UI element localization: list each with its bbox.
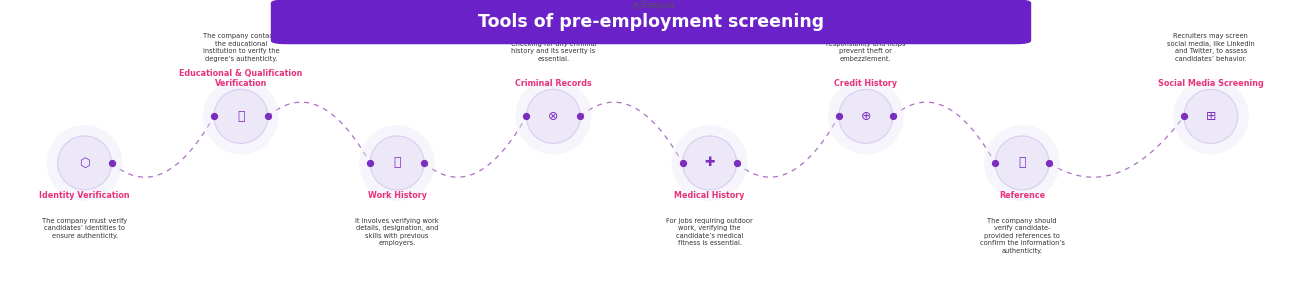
Ellipse shape: [526, 89, 581, 143]
Text: Reference: Reference: [999, 191, 1046, 200]
Point: [828, 114, 849, 119]
Text: Medical History: Medical History: [674, 191, 745, 200]
Text: ⊞: ⊞: [1206, 110, 1216, 123]
Point: [883, 114, 904, 119]
Text: Social Media Screening: Social Media Screening: [1157, 79, 1264, 88]
Point: [258, 114, 279, 119]
Text: ⬡: ⬡: [79, 157, 90, 169]
Text: Criminal Records: Criminal Records: [516, 79, 591, 88]
Text: Tools of pre-employment screening: Tools of pre-employment screening: [478, 13, 824, 31]
FancyBboxPatch shape: [271, 0, 1031, 44]
Text: Recruiters may screen
social media, like LinkedIn
and Twitter, to assess
candida: Recruiters may screen social media, like…: [1167, 33, 1255, 62]
Point: [1039, 161, 1060, 165]
Point: [414, 161, 435, 165]
Ellipse shape: [682, 136, 737, 190]
Ellipse shape: [359, 125, 435, 201]
Ellipse shape: [47, 125, 122, 201]
Ellipse shape: [203, 78, 279, 155]
Text: For finance jobs, this
check ensures financial
responsibility and helps
prevent : For finance jobs, this check ensures fin…: [825, 26, 906, 62]
Point: [570, 114, 591, 119]
Ellipse shape: [57, 136, 112, 190]
Ellipse shape: [370, 136, 424, 190]
Text: For jobs requiring outdoor
work, verifying the
candidate’s medical
fitness is es: For jobs requiring outdoor work, verifyi…: [667, 218, 753, 246]
Point: [984, 161, 1005, 165]
Text: 💼: 💼: [393, 157, 401, 169]
Text: The company must verify
candidates’ identities to
ensure authenticity.: The company must verify candidates’ iden…: [42, 218, 128, 239]
Ellipse shape: [838, 89, 893, 143]
Point: [516, 114, 536, 119]
Text: ⊕: ⊕: [861, 110, 871, 123]
Text: 👥: 👥: [1018, 157, 1026, 169]
Text: ◔ Deepvue: ◔ Deepvue: [631, 1, 676, 10]
Point: [672, 161, 693, 165]
Point: [1173, 114, 1194, 119]
Point: [102, 161, 122, 165]
Ellipse shape: [1173, 78, 1249, 155]
Text: 🎓: 🎓: [237, 110, 245, 123]
Ellipse shape: [672, 125, 747, 201]
Text: It involves verifying work
details, designation, and
skills with previous
employ: It involves verifying work details, desi…: [355, 218, 439, 246]
Point: [727, 161, 747, 165]
Text: The company should
verify candidate-
provided references to
confirm the informat: The company should verify candidate- pro…: [979, 218, 1065, 253]
Ellipse shape: [995, 136, 1049, 190]
Ellipse shape: [984, 125, 1060, 201]
Text: Identity Verification: Identity Verification: [39, 191, 130, 200]
Ellipse shape: [828, 78, 904, 155]
Point: [203, 114, 224, 119]
Text: Credit History: Credit History: [835, 79, 897, 88]
Ellipse shape: [1184, 89, 1238, 143]
Ellipse shape: [214, 89, 268, 143]
Text: The company contacts
the educational
institution to verify the
degree’s authenti: The company contacts the educational ins…: [203, 33, 279, 62]
Text: ⊗: ⊗: [548, 110, 559, 123]
Ellipse shape: [516, 78, 591, 155]
Text: ✚: ✚: [704, 157, 715, 169]
Text: Work History: Work History: [367, 191, 427, 200]
Point: [359, 161, 380, 165]
Text: Checking for any criminal
history and its severity is
essential.: Checking for any criminal history and it…: [510, 41, 596, 62]
Text: Educational & Qualification
Verification: Educational & Qualification Verification: [180, 69, 302, 88]
